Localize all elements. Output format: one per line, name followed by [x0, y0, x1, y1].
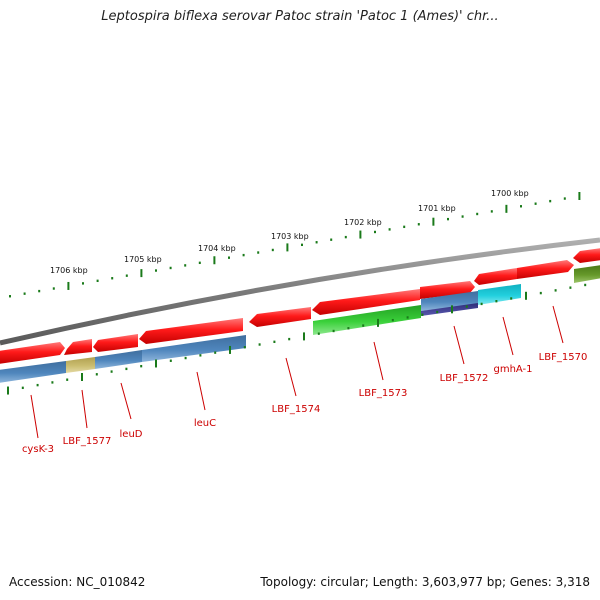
cds-feature[interactable] [0, 342, 65, 364]
genome-backbone [0, 237, 600, 346]
feature-segment-blue[interactable] [95, 350, 142, 369]
gene-label[interactable]: LBF_1573 [359, 388, 408, 399]
gene-label-leader [120, 382, 132, 420]
gene-label-leader [502, 316, 514, 356]
gene-label-leader [285, 357, 297, 397]
cds-feature[interactable] [93, 334, 138, 352]
gene-label-leader [373, 341, 384, 381]
topology-summary-text: Topology: circular; Length: 3,603,977 bp… [260, 575, 590, 589]
cds-feature[interactable] [249, 307, 311, 327]
gene-label-leader [30, 394, 39, 439]
cds-feature[interactable] [64, 339, 92, 355]
feature-segment-green[interactable] [313, 305, 421, 335]
cds-feature[interactable] [420, 281, 475, 299]
gene-label-leader [552, 305, 564, 344]
scale-label: 1703 kbp [271, 232, 309, 241]
cds-feature[interactable] [139, 318, 243, 344]
scale-label: 1705 kbp [124, 255, 162, 264]
scale-label: 1704 kbp [198, 244, 236, 253]
feature-color-track [0, 265, 600, 383]
gene-label[interactable]: LBF_1570 [539, 352, 588, 363]
gene-label[interactable]: gmhA-1 [493, 364, 532, 375]
accession-text: Accession: NC_010842 [9, 575, 146, 589]
map-title: Leptospira biflexa serovar Patoc strain … [101, 9, 499, 24]
feature-segment-navy[interactable] [421, 303, 478, 316]
scale-label: 1702 kbp [344, 218, 382, 227]
cds-feature[interactable] [312, 289, 420, 315]
cds-feature[interactable] [573, 248, 600, 263]
outer-scale-ticks [9, 191, 581, 298]
gene-label[interactable]: cysK-3 [22, 444, 54, 455]
cds-feature[interactable] [474, 268, 517, 285]
forward-cds-track [0, 248, 600, 364]
gene-label-leader [453, 325, 465, 365]
feature-segment-blue[interactable] [421, 291, 478, 311]
scale-label: 1700 kbp [491, 189, 529, 198]
gene-label-leader [81, 389, 88, 429]
feature-segment-blue[interactable] [0, 361, 66, 383]
feature-segment-darkgreen[interactable] [574, 265, 600, 283]
scale-label: 1706 kbp [50, 266, 88, 275]
gene-label-leader [196, 371, 206, 411]
feature-segment-blue[interactable] [142, 335, 246, 362]
gene-label[interactable]: leuC [194, 418, 216, 429]
scale-label: 1701 kbp [418, 204, 456, 213]
scale-labels: 1706 kbp 1705 kbp 1704 kbp 1703 kbp 1702 kbp… [50, 189, 529, 275]
inner-scale-ticks [7, 283, 587, 395]
gene-label[interactable]: LBF_1577 [63, 436, 112, 447]
feature-segment-cyan[interactable] [478, 284, 521, 305]
cds-feature[interactable] [517, 260, 574, 279]
gene-label[interactable]: leuD [120, 429, 143, 440]
feature-segment-olive[interactable] [66, 357, 95, 373]
gene-labels: cysK-3 LBF_1577 leuD leuC LBF_1574 LBF_1573 LB… [22, 305, 588, 455]
gene-label[interactable]: LBF_1574 [272, 404, 321, 415]
gene-label[interactable]: LBF_1572 [440, 373, 489, 384]
